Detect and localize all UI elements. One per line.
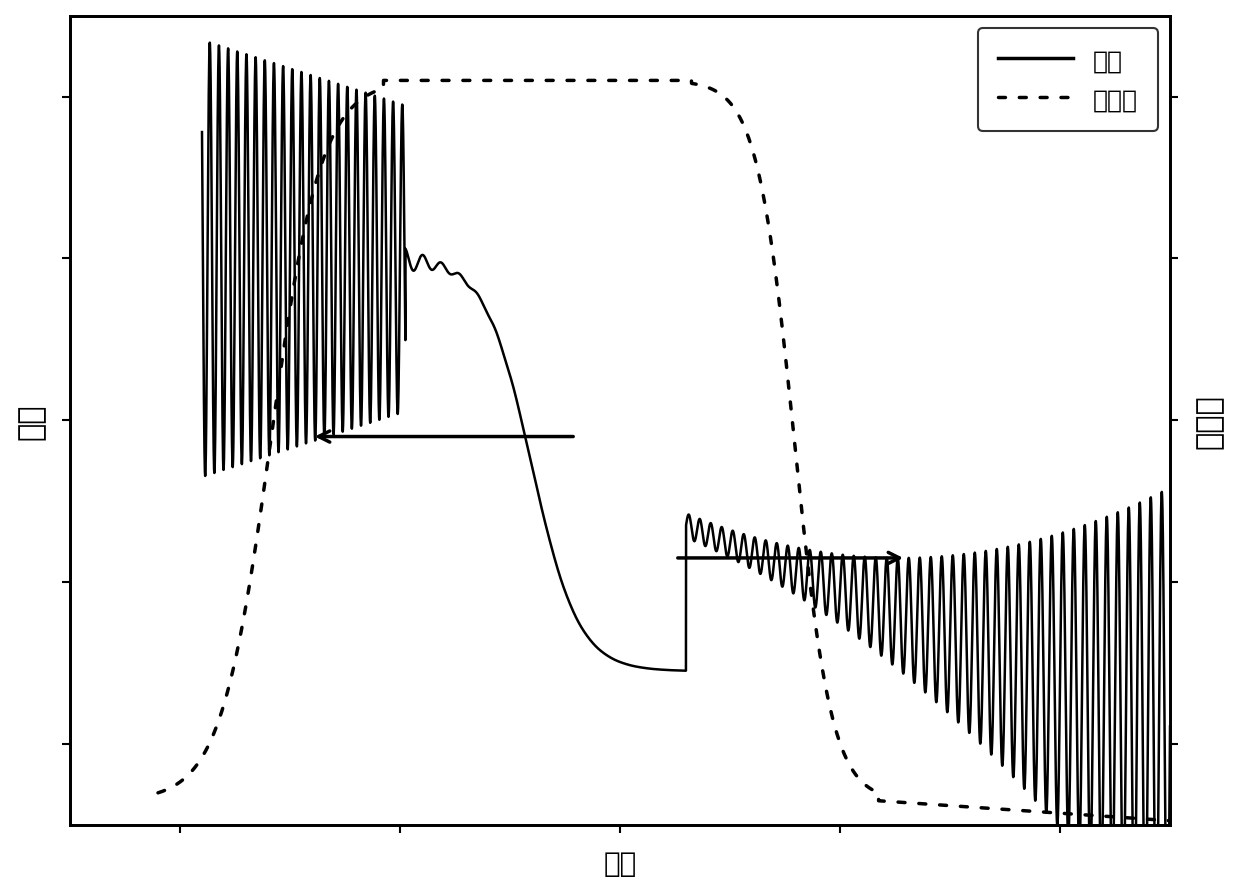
X-axis label: 波长: 波长: [604, 849, 636, 877]
Y-axis label: 时延: 时延: [16, 402, 46, 439]
Legend: 时延, 反射率: 时延, 反射率: [977, 30, 1157, 132]
Y-axis label: 反射率: 反射率: [1194, 393, 1224, 448]
